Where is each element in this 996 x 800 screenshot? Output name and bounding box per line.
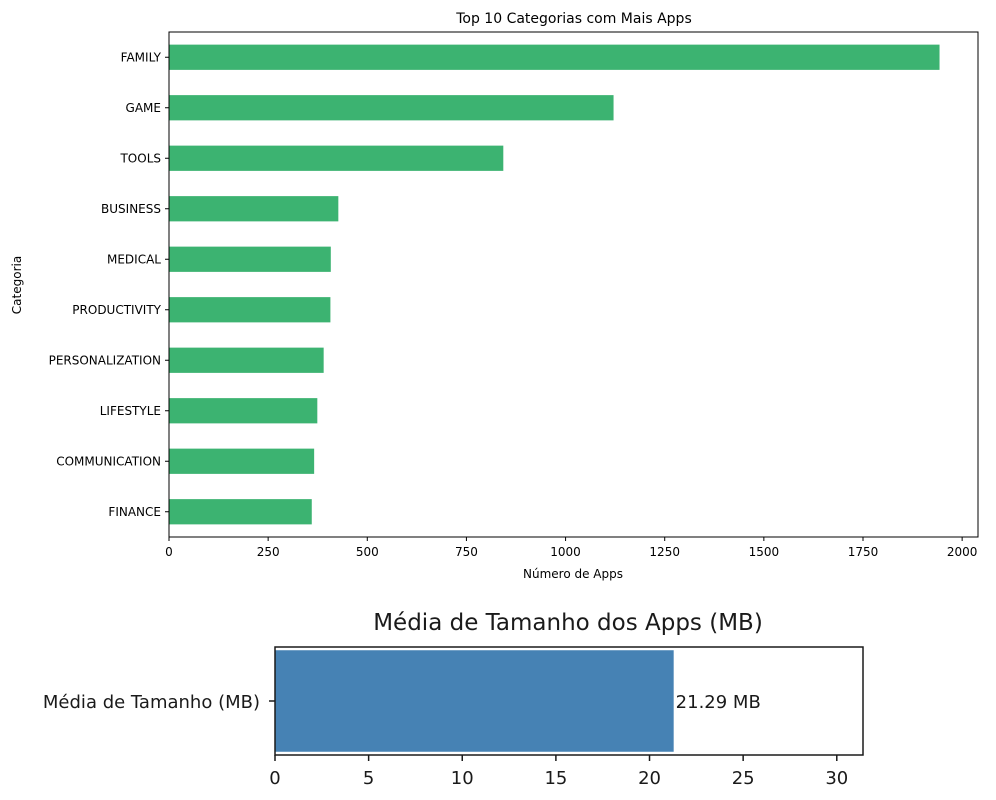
bar-personalization: [169, 347, 324, 373]
y-tick-label: PRODUCTIVITY: [72, 303, 161, 317]
chart1-x-axis-label: Número de Apps: [523, 567, 623, 581]
mean-size-chart: Média de Tamanho dos Apps (MB) 21.29 MB …: [43, 610, 864, 789]
chart2-x-ticks: 0 5 10 15 20 25 30: [269, 755, 848, 789]
x-tick-label: 5: [363, 768, 374, 789]
y-tick-label: Média de Tamanho (MB): [43, 692, 260, 713]
y-tick-label: FAMILY: [121, 50, 162, 64]
x-tick-label: 1500: [749, 545, 780, 559]
chart1-y-ticks: FAMILY GAME TOOLS BUSINESS MEDICAL PRODUCTIVI…: [49, 50, 169, 519]
bar-family: [169, 44, 940, 70]
x-tick-label: 250: [257, 545, 280, 559]
chart1-x-ticks: 0 250 500 750 1000 1250 1500 1750 2000: [165, 537, 977, 559]
y-tick-label: PERSONALIZATION: [49, 353, 161, 367]
chart2-plot-frame: [274, 646, 864, 756]
y-tick-label: GAME: [126, 101, 161, 115]
chart1-y-axis-label: Categoria: [10, 256, 24, 314]
x-tick-label: 25: [732, 768, 755, 789]
top-categories-chart: Top 10 Categorias com Mais Apps FAMILY GA…: [10, 11, 979, 581]
bar-tools: [169, 145, 504, 171]
chart2-title: Média de Tamanho dos Apps (MB): [373, 610, 763, 636]
y-tick-label: MEDICAL: [107, 252, 161, 266]
x-tick-label: 2000: [947, 545, 978, 559]
x-tick-label: 15: [544, 768, 567, 789]
y-tick-label: BUSINESS: [101, 202, 161, 216]
bar-medical: [169, 246, 331, 272]
y-tick-label: LIFESTYLE: [100, 404, 161, 418]
bar-business: [169, 196, 339, 222]
x-tick-label: 1750: [848, 545, 879, 559]
bar-communication: [169, 448, 315, 474]
x-tick-label: 750: [455, 545, 478, 559]
bar-lifestyle: [169, 398, 318, 424]
chart2-bars: 21.29 MB: [275, 650, 761, 752]
chart1-plot-frame: [168, 31, 979, 538]
y-tick-label: TOOLS: [119, 151, 161, 165]
x-tick-label: 0: [165, 545, 173, 559]
x-tick-label: 10: [451, 768, 474, 789]
chart1-bars: [169, 44, 940, 525]
x-tick-label: 1000: [550, 545, 581, 559]
x-tick-label: 1250: [649, 545, 680, 559]
x-tick-label: 30: [825, 768, 848, 789]
y-tick-label: FINANCE: [108, 505, 161, 519]
bar-mean-size: [275, 650, 674, 752]
x-tick-label: 500: [356, 545, 379, 559]
x-tick-label: 20: [638, 768, 661, 789]
bar-finance: [169, 499, 312, 525]
y-tick-label: COMMUNICATION: [56, 454, 161, 468]
bar-productivity: [169, 297, 331, 323]
bar-data-label: 21.29 MB: [676, 692, 761, 713]
bar-game: [169, 95, 614, 121]
chart1-title: Top 10 Categorias com Mais Apps: [455, 11, 692, 27]
x-tick-label: 0: [269, 768, 280, 789]
chart2-y-ticks: Média de Tamanho (MB): [43, 692, 275, 713]
